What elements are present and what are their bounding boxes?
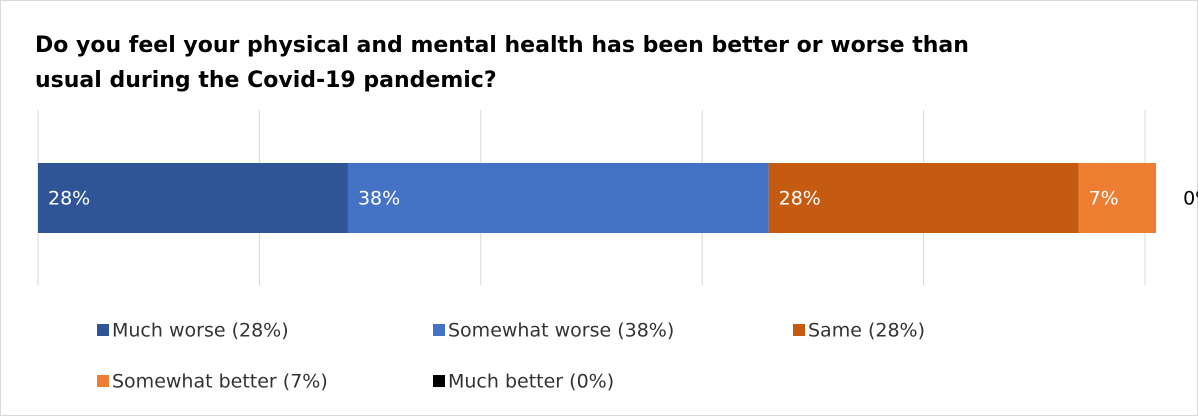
legend-label: Same (28%) [808, 320, 925, 342]
bar-segment [38, 163, 348, 233]
bar-segment [347, 163, 769, 233]
legend-swatch [433, 375, 445, 387]
data-label: 28% [779, 188, 821, 210]
legend-label: Somewhat better (7%) [112, 371, 328, 393]
data-label: 7% [1089, 188, 1119, 210]
bar-segment [1078, 163, 1157, 233]
legend-swatch [97, 375, 109, 387]
data-label: 0% [1183, 188, 1198, 210]
legend-swatch [97, 324, 109, 336]
legend-swatch [433, 324, 445, 336]
legend-swatch [793, 324, 805, 336]
chart-title: Do you feel your physical and mental hea… [35, 33, 969, 93]
data-label: 28% [48, 188, 90, 210]
legend-label: Much better (0%) [448, 371, 614, 393]
legend-label: Much worse (28%) [112, 320, 289, 342]
data-label: 38% [358, 188, 400, 210]
legend-label: Somewhat worse (38%) [448, 320, 674, 342]
bar-segment [768, 163, 1079, 233]
